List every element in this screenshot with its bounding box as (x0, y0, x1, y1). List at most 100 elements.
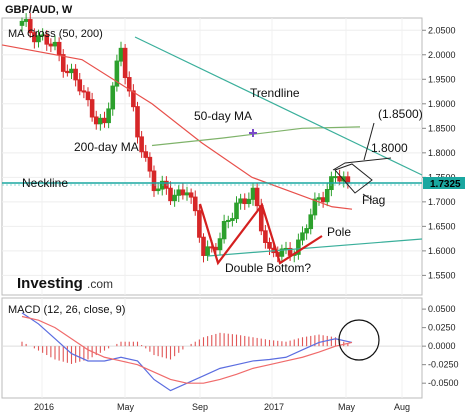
macd-tick-label: -0.0500 (428, 378, 459, 388)
flag-label: Flag (362, 193, 385, 207)
target-line (332, 157, 392, 171)
candle-body (98, 117, 103, 125)
macd-tick-label: 0.0250 (428, 323, 456, 333)
candle-body (27, 19, 33, 34)
double-bottom-label: Double Bottom? (225, 261, 311, 275)
y-tick-label: 1.8500 (428, 123, 456, 133)
macd-tick-label: 0.0500 (428, 304, 456, 314)
candle-body (106, 108, 111, 124)
candle-body (56, 41, 62, 56)
candle-body (48, 43, 54, 47)
ma50-line (1, 44, 353, 210)
y-tick-label: 2.0000 (428, 50, 456, 60)
y-tick-label: 1.5500 (428, 270, 456, 280)
candle-body (250, 187, 256, 200)
candle-body (172, 194, 177, 202)
candle-body (324, 189, 330, 203)
candle-body (234, 202, 239, 220)
candle-body (126, 77, 132, 92)
candle-body (263, 230, 268, 243)
candle-body (201, 236, 206, 256)
candle-body (110, 85, 116, 110)
candle-body (143, 151, 149, 158)
candle-body (320, 197, 326, 203)
candle-body (316, 197, 322, 200)
ma200-label: 200-day MA (74, 140, 139, 154)
candle-body (300, 232, 305, 241)
y-tick-label: 1.9500 (428, 74, 456, 84)
candle-body (147, 156, 153, 172)
candle-body (118, 47, 124, 62)
candle-body (217, 238, 223, 251)
candle-body (122, 47, 128, 79)
candle-body (312, 198, 318, 216)
candle-body (19, 20, 25, 26)
watermark-logo: Investing (17, 275, 83, 292)
candle-body (192, 196, 198, 212)
candle-body (337, 176, 342, 182)
neckline-label: Neckline (22, 176, 68, 190)
candle-body (102, 117, 107, 124)
candle-body (333, 176, 338, 179)
macd-label: MACD (12, 26, close, 9) (8, 304, 125, 316)
last-price-label: 1.7325 (430, 179, 461, 190)
candle-body (114, 60, 120, 87)
candle-body (81, 90, 87, 93)
y-tick-label: 1.6500 (428, 221, 456, 231)
candle-body (93, 116, 99, 125)
ma-cross-marker (249, 129, 257, 137)
y-tick-label: 1.6000 (428, 246, 456, 256)
candle-body (32, 32, 37, 43)
moving-averages (1, 44, 361, 210)
candle-body (44, 34, 50, 45)
last-price-badge (423, 177, 465, 189)
indicator-label: MA Cross (50, 200) (8, 28, 103, 40)
candle-body (176, 189, 182, 196)
candle-body (89, 99, 95, 118)
candle-body (296, 239, 301, 255)
candle-body (246, 198, 252, 205)
macd-plot (2, 312, 422, 392)
candle-body (242, 198, 248, 205)
candle-body (267, 241, 272, 249)
trendline (134, 36, 423, 176)
candle-body (135, 106, 140, 138)
x-tick-label: 2016 (34, 402, 54, 412)
candle-body (23, 19, 29, 22)
macd-highlight-circle (338, 319, 380, 361)
candle-body (197, 210, 202, 238)
y-tick-label: 1.8000 (428, 148, 456, 158)
double-bottom-pattern (198, 202, 323, 266)
candle-body (205, 246, 210, 256)
flag-shape (334, 163, 373, 194)
candle-body (60, 54, 66, 72)
target1-label: (1.8500) (378, 107, 423, 121)
candle-body (85, 91, 91, 101)
candle-body (69, 68, 74, 74)
pole-label: Pole (327, 225, 351, 239)
candle-body (139, 136, 144, 153)
candle-body (230, 218, 235, 221)
target-pointer (363, 122, 375, 161)
y-tick-label: 1.9000 (428, 99, 456, 109)
trendline-label: Trendline (250, 86, 300, 100)
x-tick-label: Aug (394, 402, 410, 412)
candle-body (36, 35, 41, 43)
pole-support-line (207, 238, 423, 257)
candle-body (65, 70, 70, 74)
candle-body (168, 187, 173, 202)
macd-tick-label: -0.0250 (428, 360, 459, 370)
flag-pointer (362, 193, 373, 201)
candle-body (345, 176, 351, 183)
candle-body (221, 220, 227, 240)
candle-body (308, 214, 314, 230)
annotation-lines (2, 36, 423, 266)
x-tick-label: May (117, 402, 135, 412)
candle-body (52, 41, 58, 47)
candle-body (279, 248, 285, 257)
candle-body (254, 187, 260, 207)
x-tick-label: Sep (192, 402, 208, 412)
watermark-suffix: .com (87, 277, 113, 291)
candle-body (304, 228, 309, 234)
